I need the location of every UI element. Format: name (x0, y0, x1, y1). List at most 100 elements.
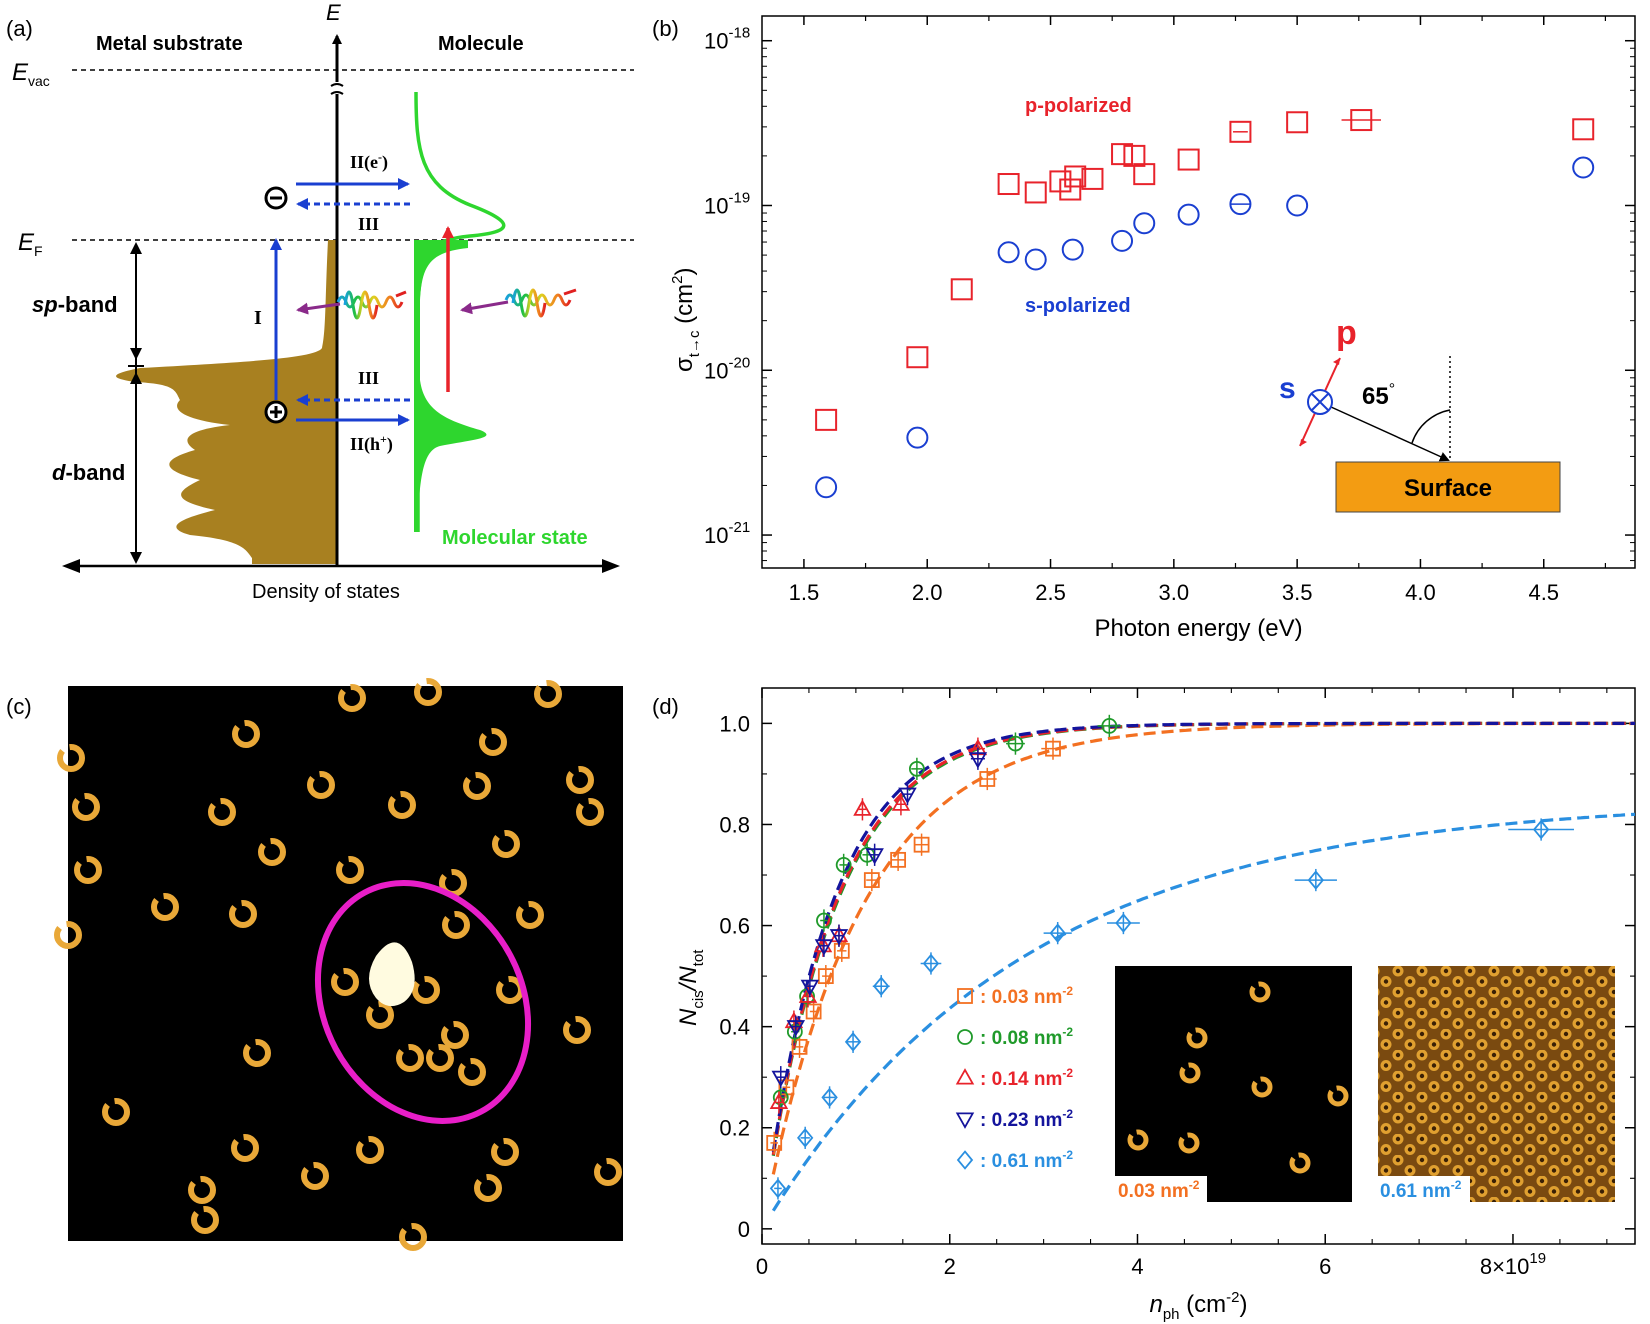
data-point (835, 857, 852, 873)
process-iii-bottom-label: III (358, 368, 379, 388)
panel-d-plot-frame (761, 687, 1636, 1245)
data-point (771, 1070, 791, 1088)
data-point (829, 929, 849, 946)
legend-entry: : 0.23 nm-2 (980, 1107, 1073, 1131)
stm-molecule (102, 1098, 130, 1126)
stm-molecule (396, 1044, 424, 1072)
stm-molecule (441, 1021, 469, 1049)
inset-high-coverage-label: 0.61 nm-2 (1380, 1178, 1462, 1202)
metal-substrate-title: Metal substrate (96, 33, 243, 55)
panel-c: (c) (6, 678, 623, 1251)
s-polarized-point (1229, 193, 1252, 216)
inset-molecule (1327, 1085, 1349, 1107)
legend-s-polarized: s-polarized (1025, 295, 1131, 317)
molecular-state-label: Molecular state (442, 527, 588, 549)
d-y-tick-label: 0.4 (719, 1015, 750, 1040)
data-point (814, 939, 834, 956)
ef-label: EF (18, 229, 43, 259)
inset-low-coverage-label: 0.03 nm-2 (1118, 1178, 1200, 1202)
molecule-title: Molecule (438, 33, 524, 55)
s-polarized-point (815, 476, 838, 499)
stm-molecule (208, 798, 236, 826)
data-point (853, 799, 872, 816)
molecular-occupied-fill (414, 240, 487, 532)
data-point (797, 1128, 814, 1148)
b-x-tick-label: 4.5 (1528, 580, 1559, 605)
b-x-tick-label: 4.0 (1405, 580, 1436, 605)
stm-molecule (412, 976, 440, 1004)
stm-molecule (331, 968, 359, 996)
stm-molecule (57, 744, 85, 772)
d-x-tick-label: 0 (756, 1254, 768, 1279)
s-polarized-point (1572, 156, 1595, 179)
stm-molecule (229, 900, 257, 928)
stm-molecule (338, 684, 366, 712)
d-y-tick-label: 1.0 (719, 711, 750, 736)
angle-label: 65° (1362, 381, 1395, 410)
stm-bright-cluster (369, 942, 415, 1007)
stm-molecule (188, 1176, 216, 1204)
p-polarized-point (1111, 143, 1134, 166)
inset-molecule (1178, 1132, 1200, 1154)
inset-molecule (1127, 1129, 1149, 1151)
data-point (821, 1087, 838, 1108)
incident-beam-arrow (1319, 401, 1450, 462)
fit-curve (771, 721, 1635, 1152)
s-polarized-point (1024, 248, 1047, 271)
d-x-tick-label: 4 (1131, 1254, 1143, 1279)
s-cross (1311, 393, 1329, 411)
data-point (1101, 718, 1118, 734)
data-point (1007, 735, 1024, 752)
d-x-tick-label: 6 (1319, 1254, 1331, 1279)
stm-molecule (151, 893, 179, 921)
d-x-tick-label: 8×1019 (1480, 1250, 1546, 1279)
p-inset-label: p (1336, 314, 1357, 352)
legend-symbol (956, 1150, 974, 1170)
stm-molecule (243, 1039, 271, 1067)
dos-axis-label: Density of states (252, 581, 400, 603)
data-point (816, 912, 832, 929)
data-point (769, 1092, 789, 1109)
fit-curve (771, 812, 1636, 1212)
b-y-tick-label: 10-19 (704, 189, 750, 218)
inset-low-label-bg (1115, 1176, 1207, 1202)
molecular-lumo-curve (414, 91, 506, 532)
sp-band-label: sp-band (32, 292, 118, 317)
s-polarized-point (997, 241, 1020, 264)
d-band-label: d-band (52, 460, 125, 485)
d-y-tick-label: 0.2 (719, 1116, 750, 1141)
data-point (873, 976, 890, 997)
data-point (890, 851, 907, 868)
b-x-tick-label: 3.5 (1282, 580, 1313, 605)
inset-high-label-bg (1378, 1176, 1470, 1202)
s-polarized-point (1286, 194, 1309, 217)
photon-wave-icon-molecule (460, 288, 577, 318)
data-point (922, 953, 940, 974)
process-iii-top-label: III (358, 214, 379, 234)
inset-molecule (1179, 1062, 1201, 1084)
panel-d-marks (766, 714, 1574, 1200)
b-y-tick-label: 10-20 (704, 354, 750, 383)
data-point (1307, 870, 1325, 890)
stm-molecule (491, 1138, 519, 1166)
legend-symbol (957, 1029, 973, 1045)
data-point (772, 1089, 789, 1106)
b-x-tick-label: 2.5 (1035, 580, 1066, 605)
stm-molecule (232, 720, 260, 748)
b-y-axis-label: σt→c (cm2) (669, 268, 703, 372)
polarization-inset: Surface 65° s p (1279, 314, 1561, 513)
evac-label: Evac (12, 59, 50, 89)
data-point (1045, 740, 1061, 757)
process-ii-e-label: II(e-) (350, 150, 388, 173)
legend-entry: : 0.08 nm-2 (980, 1025, 1073, 1049)
data-point (891, 794, 911, 811)
data-point (968, 752, 988, 769)
surface-block (1335, 461, 1561, 513)
stm-molecule (74, 856, 102, 884)
dos-axis-right-arrow-icon (602, 559, 620, 573)
stm-molecule (492, 830, 520, 858)
panel-a-label: (a) (6, 16, 33, 41)
data-point (786, 1020, 806, 1037)
stm-molecule (534, 680, 562, 708)
